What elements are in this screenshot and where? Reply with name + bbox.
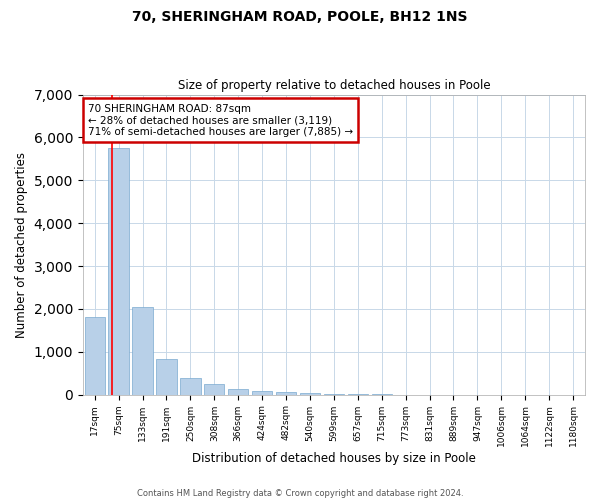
Bar (204, 384, 224, 394)
Bar (133, 306, 153, 394)
Bar (228, 390, 248, 394)
Title: Size of property relative to detached houses in Poole: Size of property relative to detached ho… (178, 79, 490, 92)
Y-axis label: Number of detached properties: Number of detached properties (15, 152, 28, 338)
Bar (109, 148, 129, 394)
Bar (276, 392, 296, 394)
Bar (180, 378, 200, 394)
Text: Contains HM Land Registry data © Crown copyright and database right 2024.: Contains HM Land Registry data © Crown c… (137, 488, 463, 498)
Bar (300, 393, 320, 394)
Text: 70, SHERINGHAM ROAD, POOLE, BH12 1NS: 70, SHERINGHAM ROAD, POOLE, BH12 1NS (132, 10, 468, 24)
Bar (252, 390, 272, 394)
Text: 70 SHERINGHAM ROAD: 87sqm
← 28% of detached houses are smaller (3,119)
71% of se: 70 SHERINGHAM ROAD: 87sqm ← 28% of detac… (88, 104, 353, 137)
Bar (157, 359, 176, 394)
X-axis label: Distribution of detached houses by size in Poole: Distribution of detached houses by size … (192, 452, 476, 465)
Bar (85, 318, 105, 394)
